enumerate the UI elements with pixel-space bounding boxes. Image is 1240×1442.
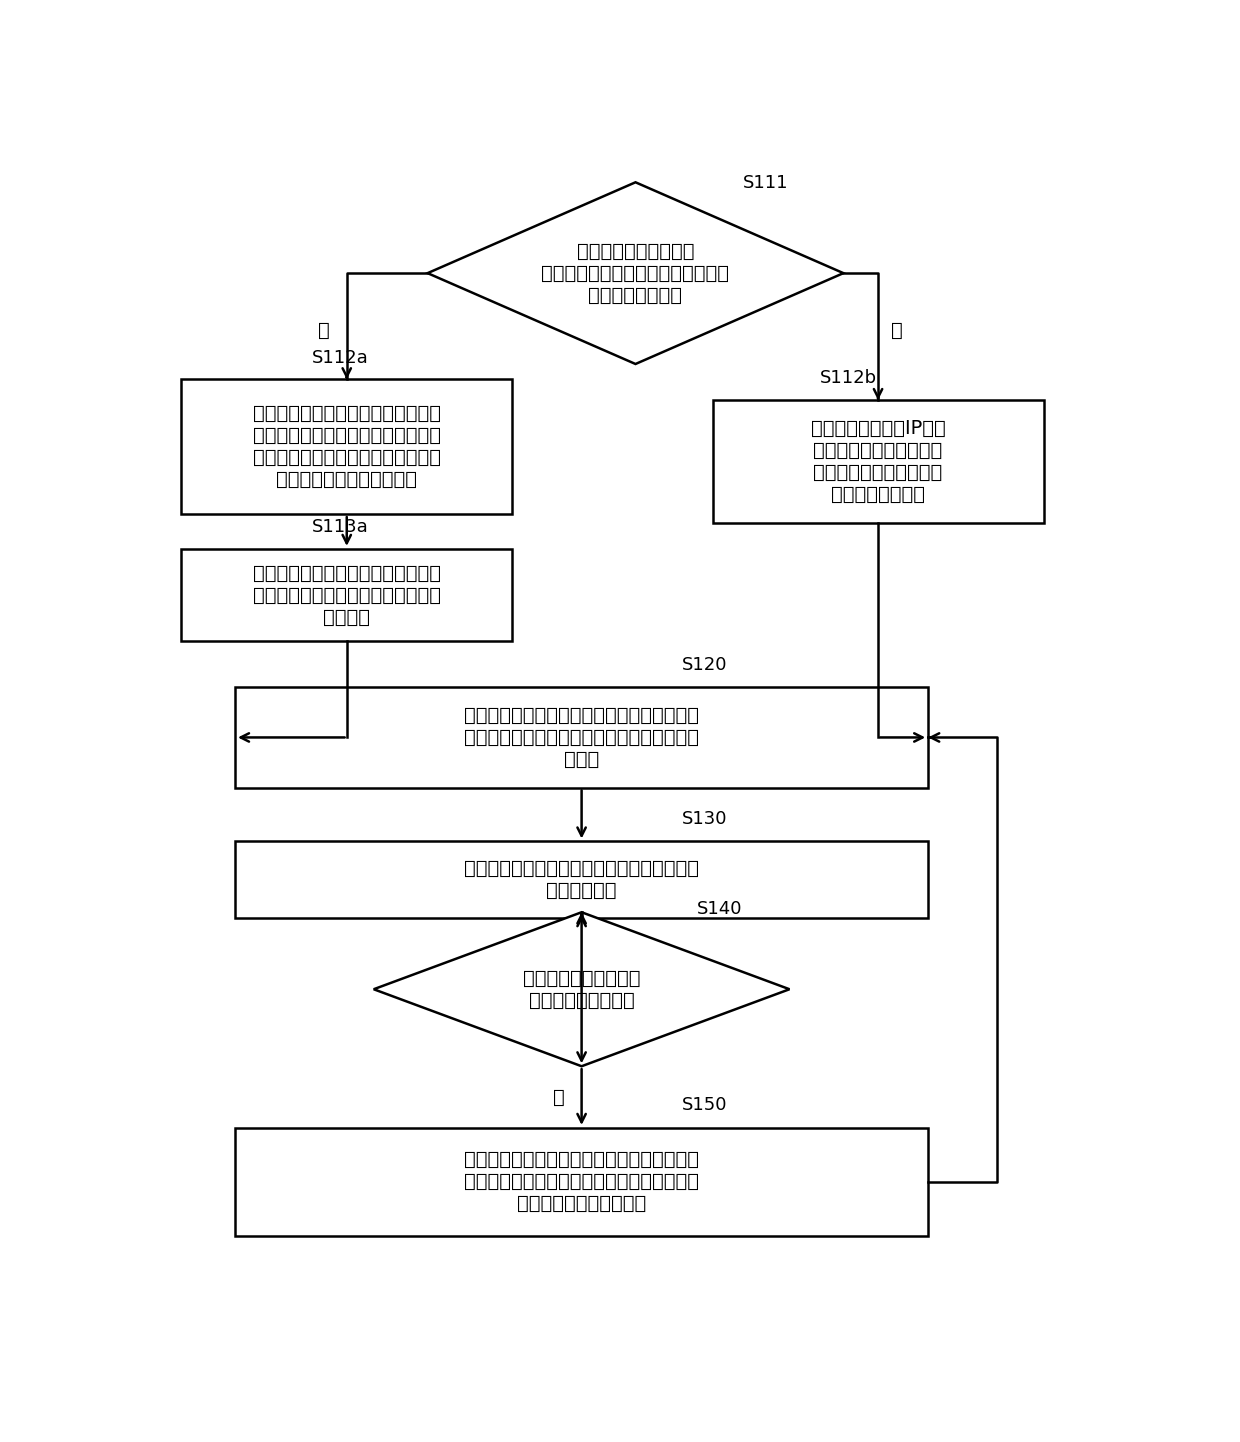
Polygon shape (373, 913, 790, 1066)
Text: 是: 是 (317, 322, 330, 340)
Bar (181, 379, 512, 515)
Text: 否: 否 (892, 322, 903, 340)
Bar (236, 1128, 928, 1236)
Text: S112b: S112b (821, 369, 878, 386)
Text: 获取所述预设的字段名对应的字段值
，并根据预设的解密算法对所述字段
值进行解密处理，以得出用于确定所
述缓存服务器的定位标识符: 获取所述预设的字段名对应的字段值 ，并根据预设的解密算法对所述字段 值进行解密处… (253, 404, 440, 489)
Text: 解析所述网络请求对应
的链接地址，判断所述链接地址是否
存在预设的字段名: 解析所述网络请求对应 的链接地址，判断所述链接地址是否 存在预设的字段名 (542, 242, 729, 304)
Text: S120: S120 (682, 656, 727, 673)
Text: S140: S140 (697, 900, 743, 919)
Bar (236, 841, 928, 919)
Text: 将与所述客户端的IP地址
距离最近的缓存服务器确
定为与所述客户端相匹配
的第一缓存服务器: 将与所述客户端的IP地址 距离最近的缓存服务器确 定为与所述客户端相匹配 的第一… (811, 420, 945, 505)
Text: S112a: S112a (312, 349, 368, 368)
Bar (181, 549, 512, 642)
Bar (236, 688, 928, 787)
Polygon shape (428, 182, 843, 363)
Text: S150: S150 (682, 1096, 727, 1115)
Text: 根据所述第一缓存服务器对应的属性参数确定
第二缓存服务器，并建立所述客户端与所述第
二缓存服务器的网络连接: 根据所述第一缓存服务器对应的属性参数确定 第二缓存服务器，并建立所述客户端与所述… (464, 1151, 699, 1213)
Bar (713, 401, 1044, 523)
Text: 将所述定位标识符对应的缓存服务器
确定为与所述客户端相匹配的第一缓
存服务器: 将所述定位标识符对应的缓存服务器 确定为与所述客户端相匹配的第一缓 存服务器 (253, 564, 440, 626)
Text: 获取所述网络连接状态为异常状态的次数，以
得出异常次数: 获取所述网络连接状态为异常状态的次数，以 得出异常次数 (464, 859, 699, 900)
Text: S111: S111 (743, 174, 789, 192)
Text: 判断所述异常次数是否
大于预设的次数阈值: 判断所述异常次数是否 大于预设的次数阈值 (523, 969, 640, 1009)
Text: 是: 是 (553, 1087, 564, 1106)
Text: S130: S130 (682, 809, 727, 828)
Text: S113a: S113a (312, 519, 368, 536)
Text: 根据所述第一缓存服务器返回的状态码确定所
述客户端与所述第一缓存服务器之间的网络连
接状态: 根据所述第一缓存服务器返回的状态码确定所 述客户端与所述第一缓存服务器之间的网络… (464, 707, 699, 769)
